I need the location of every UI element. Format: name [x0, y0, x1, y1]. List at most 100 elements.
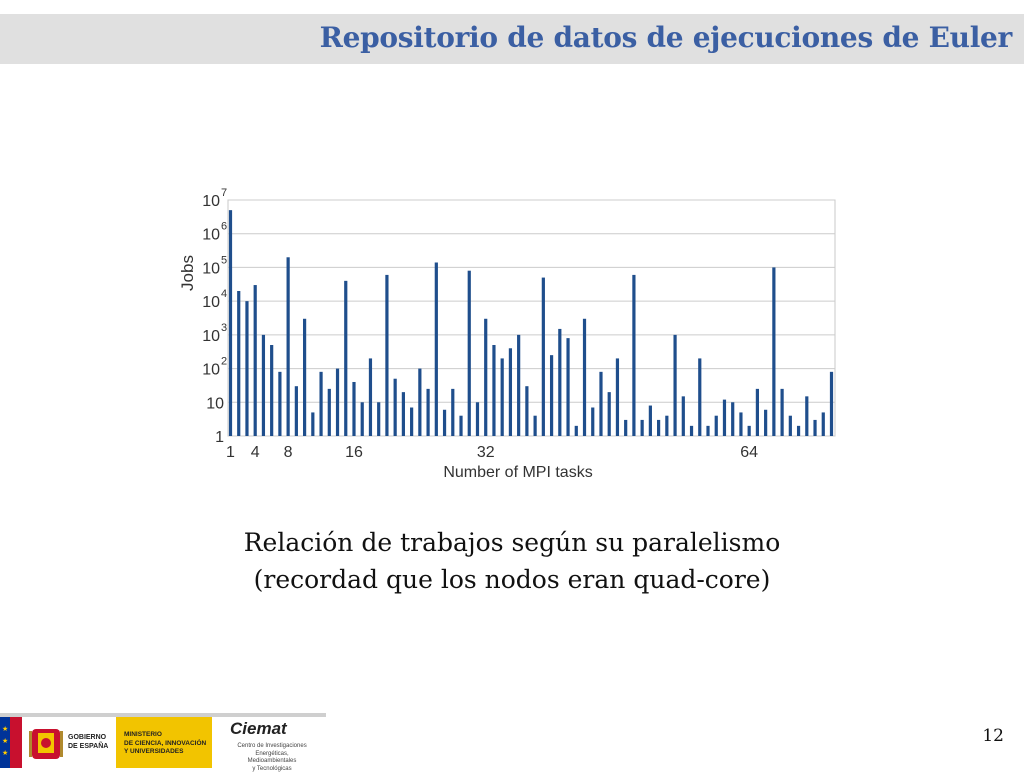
bar — [591, 407, 595, 436]
chart-grid — [227, 199, 836, 437]
bar — [270, 345, 274, 436]
bar — [714, 415, 718, 436]
y-tick-label: 10 — [202, 362, 220, 379]
bar — [467, 270, 471, 436]
bar — [261, 334, 266, 436]
bar — [764, 409, 768, 436]
bar — [582, 318, 587, 436]
bar — [352, 381, 356, 436]
caption-line-2: (recordad que los nodos eran quad-core) — [253, 565, 771, 594]
x-tick-label: 16 — [345, 444, 363, 461]
page-number: 12 — [982, 726, 1004, 746]
y-tick-label: 1 — [215, 429, 224, 446]
bar — [525, 386, 529, 436]
bar — [245, 301, 249, 436]
y-tick-label: 10 — [206, 395, 224, 412]
bar — [302, 318, 307, 436]
ciemat-description: Centro de Investigaciones Energéticas, M… — [237, 743, 307, 772]
bar — [632, 274, 636, 436]
bar — [335, 368, 340, 436]
bar — [755, 388, 760, 436]
bar — [368, 358, 373, 436]
bar — [533, 415, 537, 436]
bar — [311, 412, 315, 436]
y-tick-label: 10 — [202, 227, 220, 244]
bar — [451, 388, 455, 436]
bar — [484, 318, 488, 436]
bar — [739, 412, 743, 436]
bar — [640, 419, 644, 436]
bar — [253, 285, 257, 436]
y-axis-label: Jobs — [178, 255, 197, 291]
bar — [475, 402, 480, 436]
y-tick-exponent: 4 — [221, 288, 227, 300]
caption-line-1: Relación de trabajos según su paralelism… — [243, 528, 781, 557]
x-axis-label: Number of MPI tasks — [443, 464, 592, 481]
bar — [517, 334, 521, 436]
y-tick-exponent: 2 — [221, 356, 227, 368]
y-tick-label: 10 — [202, 328, 220, 345]
footer-divider — [0, 713, 326, 717]
y-tick-exponent: 3 — [221, 322, 227, 334]
bar — [813, 419, 817, 436]
bar — [401, 392, 405, 436]
bar — [722, 399, 727, 436]
x-tick-label: 32 — [477, 444, 495, 461]
bar — [294, 386, 298, 436]
bar — [566, 338, 570, 436]
bar — [706, 425, 710, 436]
bar — [360, 402, 364, 436]
bar — [698, 358, 702, 436]
y-tick-exponent: 5 — [221, 254, 227, 266]
bar — [286, 257, 290, 436]
bar — [541, 277, 545, 436]
x-tick-label: 1 — [226, 444, 235, 461]
bar — [681, 396, 685, 436]
y-tick-label: 10 — [202, 260, 220, 277]
bar — [805, 396, 809, 436]
bar — [821, 412, 825, 436]
bar — [689, 425, 694, 436]
ciemat-logo: Ciemat — [230, 719, 287, 738]
bar — [574, 425, 578, 436]
bar — [319, 371, 323, 436]
x-tick-label: 4 — [251, 444, 260, 461]
title-bar: Repositorio de datos de ejecuciones de E… — [0, 14, 1024, 64]
x-tick-label: 8 — [284, 444, 293, 461]
bar — [599, 371, 603, 436]
eu-flag-icon: ★ ★ ★ — [0, 717, 10, 768]
government-label: GOBIERNO DE ESPAÑA — [68, 734, 109, 750]
bar — [747, 425, 751, 436]
bar — [615, 358, 620, 436]
y-tick-label: 10 — [202, 193, 220, 210]
chart-bars — [228, 210, 834, 436]
x-tick-label: 64 — [740, 444, 758, 461]
y-tick-label: 10 — [202, 294, 220, 311]
bar — [657, 419, 661, 436]
bar — [434, 262, 438, 436]
bar — [796, 425, 801, 436]
bar — [558, 328, 562, 436]
bar — [344, 280, 348, 436]
bar — [237, 290, 241, 436]
bar — [393, 378, 397, 436]
slide-title: Repositorio de datos de ejecuciones de E… — [319, 21, 1013, 54]
y-tick-exponent: 7 — [221, 187, 227, 199]
x-axis-ticks: 148163264128256512 — [226, 444, 758, 461]
footer-logos: ★ ★ ★ GOBIERNO DE ESPAÑA MINISTERIO DE CIE… — [0, 713, 330, 772]
bar — [500, 358, 504, 436]
bar — [788, 415, 792, 436]
bar — [385, 274, 389, 436]
bar — [426, 388, 430, 436]
bar — [327, 388, 331, 436]
bar — [228, 210, 233, 436]
bar — [665, 415, 669, 436]
plot-frame — [227, 199, 836, 437]
bar — [673, 334, 677, 436]
bar — [648, 405, 652, 436]
bar — [780, 388, 784, 436]
bar — [829, 371, 834, 436]
bar — [731, 402, 735, 436]
